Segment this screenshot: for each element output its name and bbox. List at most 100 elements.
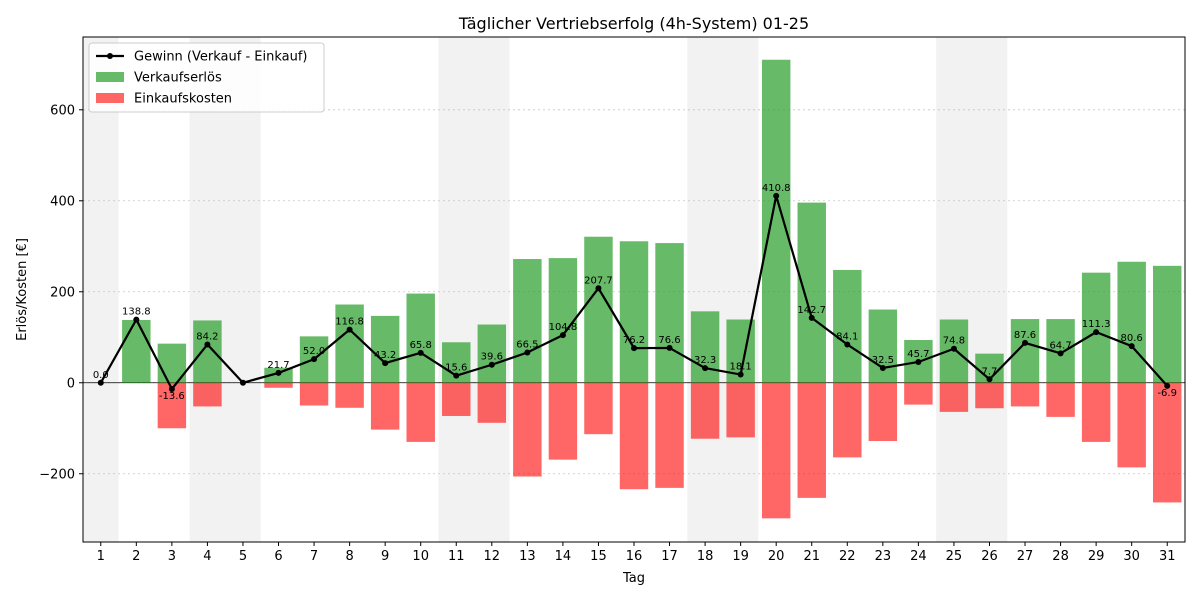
x-axis-label: Tag <box>622 571 645 586</box>
weekend-band-1 <box>83 37 119 542</box>
profit-label-25: 74.8 <box>943 336 965 347</box>
cost-bar-20 <box>761 382 791 519</box>
profit-point-6 <box>275 369 282 376</box>
profit-label-29: 111.3 <box>1082 319 1111 330</box>
x-tick-label-20: 20 <box>768 549 785 564</box>
cost-bar-25 <box>939 382 969 412</box>
profit-point-1 <box>97 379 104 386</box>
profit-point-23 <box>879 364 886 371</box>
profit-point-31 <box>1164 382 1171 389</box>
revenue-bar-29 <box>1081 272 1111 383</box>
x-tick-label-10: 10 <box>412 549 429 564</box>
cost-bar-13 <box>513 382 542 477</box>
profit-label-26: 7.7 <box>982 366 998 377</box>
x-tick-label-30: 30 <box>1123 549 1140 564</box>
profit-label-8: 116.8 <box>335 317 364 328</box>
revenue-bar-8 <box>335 304 364 383</box>
x-tick-label-23: 23 <box>875 549 892 564</box>
legend-label-2: Einkaufskosten <box>134 92 232 107</box>
revenue-bar-31 <box>1153 265 1182 383</box>
x-tick-label-28: 28 <box>1052 549 1069 564</box>
profit-label-17: 76.6 <box>658 335 680 346</box>
legend-line-marker <box>107 53 113 59</box>
profit-label-9: 43.2 <box>374 350 396 361</box>
cost-bar-7 <box>299 382 329 406</box>
profit-label-16: 76.2 <box>623 335 645 346</box>
profit-point-2 <box>133 316 140 323</box>
profit-point-16 <box>631 345 637 352</box>
profit-label-1: 0.0 <box>93 370 109 381</box>
weekend-band-18 <box>687 37 723 542</box>
x-tick-label-7: 7 <box>310 549 318 564</box>
revenue-bar-22 <box>833 269 862 383</box>
cost-bar-4 <box>193 382 222 407</box>
legend-swatch-cost <box>96 93 124 103</box>
x-tick-label-24: 24 <box>910 549 927 564</box>
revenue-bar-13 <box>513 259 542 383</box>
profit-point-29 <box>1093 329 1100 336</box>
cost-bar-27 <box>1010 382 1040 407</box>
revenue-bar-18 <box>690 311 720 383</box>
profit-label-10: 65.8 <box>410 340 432 351</box>
profit-point-18 <box>702 365 709 372</box>
cost-bar-28 <box>1046 382 1075 417</box>
bars <box>122 59 1182 519</box>
revenue-bar-4 <box>193 320 222 383</box>
profit-point-11 <box>453 372 460 379</box>
weekend-band-4 <box>189 37 226 542</box>
profit-point-7 <box>311 356 318 363</box>
profit-point-25 <box>950 345 957 352</box>
x-tick-label-13: 13 <box>519 549 536 564</box>
profit-point-10 <box>417 349 424 356</box>
profit-point-13 <box>524 349 531 356</box>
revenue-bar-17 <box>655 243 684 383</box>
profit-label-4: 84.2 <box>196 331 218 342</box>
profit-label-23: 32.5 <box>872 355 894 366</box>
profit-point-17 <box>666 344 673 351</box>
profit-point-9 <box>382 360 389 367</box>
x-tick-label-19: 19 <box>732 549 749 564</box>
x-tick-label-29: 29 <box>1088 549 1105 564</box>
x-tick-label-6: 6 <box>274 549 282 564</box>
weekend-band-25 <box>936 37 972 542</box>
legend-label-1: Verkaufserlös <box>134 71 222 86</box>
profit-label-12: 39.6 <box>481 352 503 363</box>
cost-bar-11 <box>442 382 471 416</box>
x-tick-label-3: 3 <box>168 549 176 564</box>
x-tick-label-18: 18 <box>697 549 714 564</box>
profit-label-27: 87.6 <box>1014 330 1036 341</box>
profit-label-19: 18.1 <box>730 362 752 373</box>
legend: Gewinn (Verkauf - Einkauf) Verkaufserlös E… <box>88 42 325 113</box>
y-tick-label-400: 400 <box>50 194 75 209</box>
y-tick-label-600: 600 <box>50 103 75 118</box>
profit-point-14 <box>559 332 566 339</box>
revenue-bar-2 <box>122 319 151 383</box>
profit-label-13: 66.5 <box>516 340 538 351</box>
x-tick-label-4: 4 <box>203 549 211 564</box>
weekend-band-12 <box>474 37 510 542</box>
x-tick-label-26: 26 <box>981 549 998 564</box>
profit-point-21 <box>808 314 815 321</box>
profit-label-6: 21.7 <box>267 360 289 371</box>
weekend-shading <box>83 37 1008 542</box>
x-tick-label-31: 31 <box>1159 549 1176 564</box>
profit-point-5 <box>239 379 246 386</box>
profit-label-2: 138.8 <box>122 307 151 318</box>
x-tick-label-1: 1 <box>97 549 105 564</box>
profit-label-31: -6.9 <box>1157 388 1177 399</box>
revenue-bar-16 <box>619 241 649 383</box>
revenue-bar-10 <box>406 293 435 383</box>
revenue-bar-14 <box>548 258 578 383</box>
profit-point-15 <box>595 285 602 292</box>
x-tick-label-2: 2 <box>132 549 140 564</box>
legend-label-0: Gewinn (Verkauf - Einkauf) <box>134 50 307 65</box>
profit-label-7: 52.0 <box>303 346 325 357</box>
revenue-bar-23 <box>868 309 898 383</box>
weekend-band-19 <box>722 37 759 542</box>
revenue-bar-27 <box>1010 319 1040 383</box>
data-labels: 0.0 138.8 -13.6 84.2 21.7 52.0 116.8 43.2 65.8 15… <box>93 183 1177 402</box>
x-tick-label-22: 22 <box>839 549 856 564</box>
cost-bar-10 <box>406 382 435 442</box>
profit-label-3: -13.6 <box>159 391 185 402</box>
